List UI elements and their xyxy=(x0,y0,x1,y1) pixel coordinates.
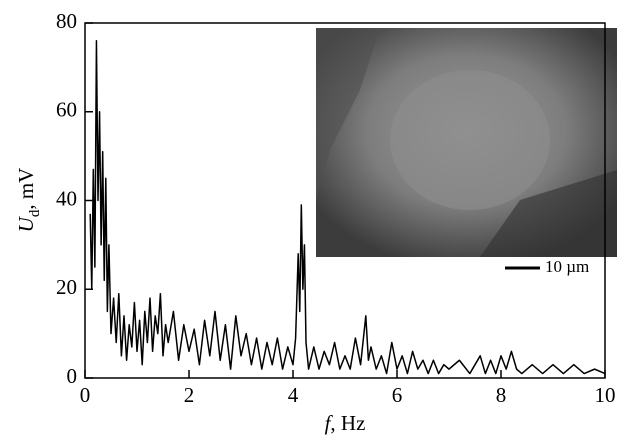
y-label-var: U xyxy=(14,215,38,232)
y-tick-label: 80 xyxy=(56,9,77,33)
x-tick-label: 10 xyxy=(595,383,616,407)
y-tick-label: 20 xyxy=(56,275,77,299)
x-tick-label: 6 xyxy=(392,383,403,407)
data-line xyxy=(89,40,606,375)
x-label-var: f xyxy=(325,411,334,435)
y-tick-label: 0 xyxy=(67,364,78,388)
x-tick-label: 8 xyxy=(496,383,507,407)
x-tick-label: 4 xyxy=(288,383,299,407)
y-label-unit: , mV xyxy=(14,168,38,210)
x-tick-label: 0 xyxy=(80,383,91,407)
y-label-sub: d xyxy=(27,209,43,217)
scale-bar-label: 10 µm xyxy=(545,257,589,276)
x-tick-label: 2 xyxy=(184,383,195,407)
y-tick-label: 40 xyxy=(56,186,77,210)
x-axis-label: f, Hz xyxy=(325,411,366,435)
x-label-unit: , Hz xyxy=(330,411,365,435)
y-tick-label: 60 xyxy=(56,98,77,122)
y-axis-label: Ud, mV xyxy=(14,168,44,233)
inset-image xyxy=(316,28,617,257)
